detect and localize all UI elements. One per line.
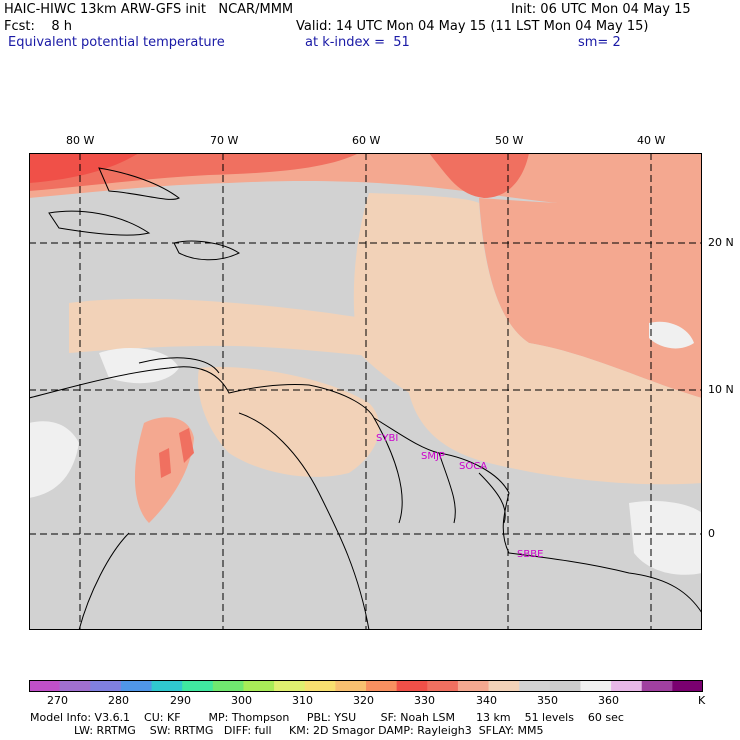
model-info-line1: Model Info: V3.6.1 CU: KF MP: Thompson P… <box>30 711 624 724</box>
colorbar-label-320: 320 <box>353 694 374 707</box>
lon-label-70w: 70 W <box>210 134 239 147</box>
colorbar-swatch <box>580 680 612 692</box>
colorbar-swatch <box>427 680 459 692</box>
colorbar-swatch <box>611 680 643 692</box>
colorbar-swatch <box>335 680 367 692</box>
coastlines <box>29 167 702 630</box>
colorbar-swatch <box>519 680 551 692</box>
lon-label-80w: 80 W <box>66 134 95 147</box>
colorbar-swatch <box>488 680 520 692</box>
colorbar-swatch <box>182 680 214 692</box>
colorbar-label-330: 330 <box>414 694 435 707</box>
colorbar <box>29 680 703 692</box>
lon-label-40w: 40 W <box>637 134 666 147</box>
colorbar-swatch <box>672 680 703 692</box>
model-info-line2: LW: RRTMG SW: RRTMG DIFF: full KM: 2D Sm… <box>74 724 544 737</box>
colorbar-label-270: 270 <box>47 694 68 707</box>
station-soca: SOCA <box>459 461 487 472</box>
colorbar-swatch <box>457 680 490 692</box>
level-label: at k-index = 51 <box>305 35 410 50</box>
lat-lon-grid <box>29 153 702 630</box>
station-smjp: SMJP <box>421 451 445 462</box>
colorbar-swatch <box>212 680 244 692</box>
smoothing-label: sm= 2 <box>578 35 621 50</box>
colorbar-swatch <box>90 680 122 692</box>
colorbar-swatch <box>549 680 581 692</box>
lat-label-20n: 20 N <box>708 236 734 249</box>
colorbar-swatch <box>59 680 91 692</box>
title-line: HAIC-HIWC 13km ARW-GFS init NCAR/MMM <box>4 2 294 17</box>
map-frame <box>29 153 702 630</box>
lat-label-10n: 10 N <box>708 383 734 396</box>
field-name: Equivalent potential temperature <box>8 35 225 50</box>
colorbar-swatch <box>120 680 153 692</box>
valid-time: Valid: 14 UTC Mon 04 May 15 (11 LST Mon … <box>296 19 649 34</box>
init-time: Init: 06 UTC Mon 04 May 15 <box>511 2 691 17</box>
colorbar-swatch <box>366 680 398 692</box>
colorbar-swatch <box>396 680 428 692</box>
colorbar-swatch <box>641 680 673 692</box>
lon-label-50w: 50 W <box>495 134 524 147</box>
colorbar-label-290: 290 <box>170 694 191 707</box>
colorbar-swatches <box>29 680 703 692</box>
colorbar-label-280: 280 <box>108 694 129 707</box>
colorbar-unit: K <box>698 694 706 707</box>
theta-e-map: SYBI SMJP SOCA SBBE <box>29 153 702 630</box>
colorbar-swatch <box>243 680 275 692</box>
colorbar-label-310: 310 <box>292 694 313 707</box>
station-sbbe: SBBE <box>517 549 543 560</box>
colorbar-swatch <box>274 680 306 692</box>
colorbar-swatch <box>29 680 61 692</box>
station-sybi: SYBI <box>376 433 398 444</box>
colorbar-label-360: 360 <box>598 694 619 707</box>
colorbar-label-300: 300 <box>231 694 252 707</box>
colorbar-swatch <box>151 680 183 692</box>
theta-e-fill <box>29 153 702 575</box>
colorbar-label-340: 340 <box>476 694 497 707</box>
station-labels: SYBI SMJP SOCA SBBE <box>376 433 543 560</box>
lon-label-60w: 60 W <box>352 134 381 147</box>
forecast-hour: Fcst: 8 h <box>4 19 73 34</box>
colorbar-swatch <box>304 680 336 692</box>
colorbar-label-350: 350 <box>537 694 558 707</box>
lat-label-0: 0 <box>708 527 715 540</box>
